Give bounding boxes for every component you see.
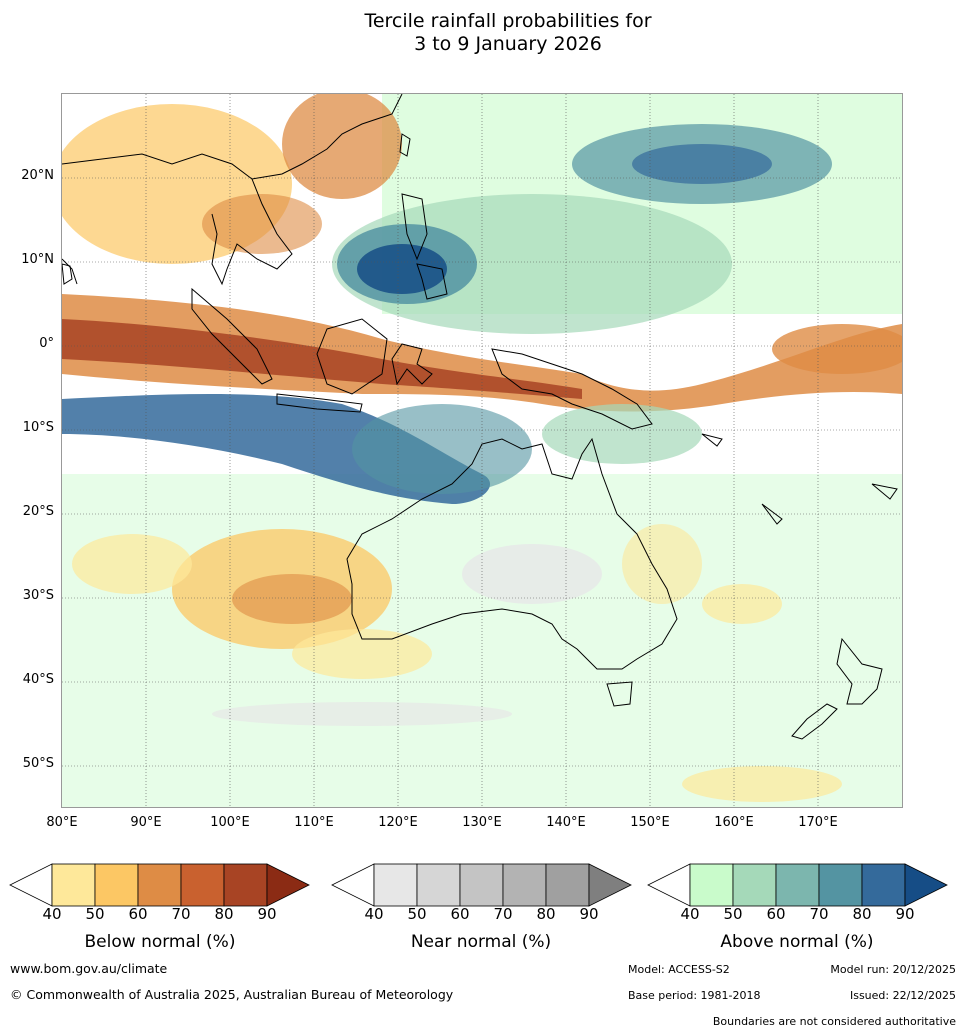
lon-label-170e: 170°E <box>798 815 838 830</box>
legend-title-below: Below normal (%) <box>84 932 236 952</box>
lat-label-20s: 20°S <box>22 504 54 519</box>
lon-label-80e: 80°E <box>46 815 78 830</box>
title-line-2: 3 to 9 January 2026 <box>414 33 602 55</box>
lon-label-160e: 160°E <box>714 815 754 830</box>
title-line-1: Tercile rainfall probabilities for <box>364 10 652 32</box>
website-link[interactable]: www.bom.gov.au/climate <box>10 961 168 976</box>
lon-label-90e: 90°E <box>130 815 162 830</box>
legend-below-tick: 40 <box>42 905 62 923</box>
legend-above-tick: 60 <box>766 905 786 923</box>
legend-title-near: Near normal (%) <box>410 932 552 952</box>
legend-above-tick: 50 <box>723 905 743 923</box>
lon-label-150e: 150°E <box>630 815 670 830</box>
legend-near-tick: 90 <box>579 905 599 923</box>
lon-label-130e: 130°E <box>462 815 502 830</box>
legend-near-segment <box>373 863 418 907</box>
legend-near-segment <box>459 863 504 907</box>
base-period-info: Base period: 1981-2018 <box>628 989 761 1002</box>
legend-above-arrow-high <box>904 863 948 907</box>
legend-above-segment <box>818 863 863 907</box>
legend-below-tick: 80 <box>214 905 234 923</box>
legend-near-tick: 80 <box>536 905 556 923</box>
legend-above-segment <box>775 863 820 907</box>
legend-below-tick: 70 <box>171 905 191 923</box>
legend-title-above: Above normal (%) <box>720 932 874 952</box>
lon-label-110e: 110°E <box>294 815 334 830</box>
lat-label-10n: 10°N <box>21 252 54 267</box>
legend-below-tick: 90 <box>257 905 277 923</box>
model-info: Model: ACCESS-S2 <box>628 963 730 976</box>
legend-above-segment <box>861 863 906 907</box>
lat-label-40s: 40°S <box>22 672 54 687</box>
rainfall-probability-map <box>61 93 903 808</box>
legend-near-segment <box>545 863 590 907</box>
copyright-text: © Commonwealth of Australia 2025, Austra… <box>10 987 454 1002</box>
lon-label-120e: 120°E <box>378 815 418 830</box>
legend-below-segment <box>180 863 225 907</box>
legend-below-tick: 50 <box>85 905 105 923</box>
legend-below-segment <box>223 863 268 907</box>
issued-info: Issued: 22/12/2025 <box>849 989 956 1002</box>
legend-near-segment <box>416 863 461 907</box>
lat-label-30s: 30°S <box>22 588 54 603</box>
legend-below-arrow-low <box>9 863 53 907</box>
legend-near-tick: 60 <box>450 905 470 923</box>
legend-above-tick: 90 <box>895 905 915 923</box>
lon-label-100e: 100°E <box>210 815 250 830</box>
lat-label-0: 0° <box>39 336 54 351</box>
model-run-info: Model run: 20/12/2025 <box>830 963 956 976</box>
lat-label-10s: 10°S <box>22 420 54 435</box>
legend-above-arrow-low <box>647 863 691 907</box>
legend-below-segment <box>94 863 139 907</box>
legend-above-tick: 70 <box>809 905 829 923</box>
legend-near-segment <box>502 863 547 907</box>
legend-near-tick: 50 <box>407 905 427 923</box>
lat-label-20n: 20°N <box>21 168 54 183</box>
disclaimer-text: Boundaries are not considered authoritat… <box>712 1015 956 1028</box>
legend-above-tick: 40 <box>680 905 700 923</box>
chart-title: Tercile rainfall probabilities for 3 to … <box>0 10 965 56</box>
lat-label-50s: 50°S <box>22 756 54 771</box>
legend-near-tick: 70 <box>493 905 513 923</box>
legend-colorbars <box>9 863 948 907</box>
legend-above-segment <box>689 863 734 907</box>
legend-near-arrow-high <box>588 863 632 907</box>
legend-near-tick: 40 <box>364 905 384 923</box>
legend-near-arrow-low <box>331 863 375 907</box>
legend-above-segment <box>732 863 777 907</box>
map-graphic <box>62 94 902 807</box>
legend-above-tick: 80 <box>852 905 872 923</box>
legend-below-segment <box>137 863 182 907</box>
australia-coastline <box>346 437 678 670</box>
legend-below-segment <box>51 863 96 907</box>
legend-below-arrow-high <box>266 863 310 907</box>
legend-below-tick: 60 <box>128 905 148 923</box>
lon-label-140e: 140°E <box>546 815 586 830</box>
